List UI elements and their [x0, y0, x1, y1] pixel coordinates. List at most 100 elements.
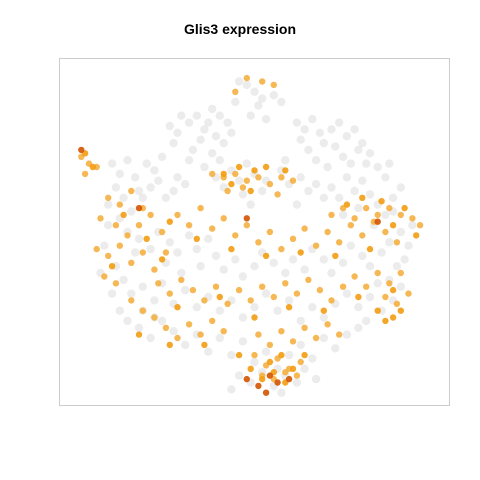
- background-cell-point-0-109: [177, 268, 186, 278]
- expressing-cell-point-2-12: [108, 263, 116, 270]
- background-cell-point-0-152: [354, 303, 363, 312]
- background-cell-point-0-78: [246, 200, 255, 209]
- background-cell-point-0-58: [138, 193, 147, 202]
- background-cell-point-0-17: [211, 132, 221, 141]
- background-cell-point-0-65: [131, 173, 140, 182]
- expressing-cell-point-1-85: [363, 283, 370, 290]
- expressing-cell-point-1-35: [162, 249, 170, 256]
- expressing-cell-point-2-36: [397, 307, 404, 314]
- expressing-cell-point-2-31: [355, 293, 362, 301]
- background-cell-point-0-191: [404, 241, 413, 250]
- background-cell-point-0-42: [319, 138, 328, 148]
- expressing-cell-point-1-51: [324, 228, 331, 236]
- background-cell-point-0-124: [338, 258, 348, 267]
- background-cell-point-0-164: [181, 340, 190, 350]
- expressing-cell-point-1-36: [101, 273, 108, 280]
- expressing-cell-point-1-63: [386, 204, 393, 212]
- expressing-cell-point-2-4: [282, 167, 289, 174]
- expressing-cell-point-2-18: [332, 252, 339, 260]
- expressing-cell-point-1-105: [301, 324, 308, 331]
- expressing-cell-point-2-28: [251, 314, 258, 321]
- background-cell-point-0-156: [396, 282, 405, 291]
- background-cell-point-0-187: [227, 385, 236, 394]
- expressing-cell-point-1-113: [297, 358, 304, 366]
- expressing-cell-point-1-73: [224, 300, 231, 307]
- expressing-cell-point-2-1: [235, 163, 243, 171]
- expressing-cell-point-1-64: [397, 211, 404, 219]
- background-cell-point-0-26: [169, 138, 178, 148]
- expressing-cell-point-1-1: [259, 78, 266, 85]
- background-cell-point-0-88: [327, 183, 336, 192]
- background-cell-point-0-175: [308, 354, 317, 363]
- background-cell-point-0-41: [304, 145, 313, 155]
- expressing-cell-point-1-92: [128, 297, 135, 304]
- background-cell-point-0-64: [119, 193, 128, 202]
- background-cell-point-0-30: [292, 118, 302, 127]
- expressing-cell-point-2-40: [235, 351, 243, 359]
- expressing-cell-point-1-45: [255, 239, 262, 246]
- background-cell-point-0-138: [192, 303, 201, 312]
- background-cell-point-0-76: [238, 190, 248, 199]
- expressing-cell-point-1-106: [312, 334, 320, 342]
- background-cell-point-0-5: [254, 101, 263, 110]
- expressing-cell-point-1-37: [112, 280, 120, 287]
- expressing-cell-point-1-31: [116, 242, 124, 249]
- expressing-cell-point-1-107: [324, 321, 331, 328]
- expressing-cell-point-2-8: [89, 163, 97, 171]
- expressing-cell-point-2-10: [143, 235, 150, 242]
- background-cell-point-0-123: [327, 268, 336, 278]
- expressing-cell-point-2-30: [320, 307, 327, 314]
- expressing-cell-point-1-103: [278, 328, 285, 335]
- expressing-cell-point-1-47: [278, 245, 285, 253]
- background-cell-point-0-134: [150, 296, 159, 305]
- expressing-cell-point-1-84: [351, 273, 358, 280]
- expressing-cell-point-1-79: [293, 290, 301, 297]
- background-cell-point-0-166: [204, 347, 213, 356]
- background-cell-point-0-199: [385, 159, 394, 168]
- expressing-cell-point-2-24: [378, 198, 385, 205]
- expressing-cell-point-1-98: [197, 331, 204, 338]
- expressing-cell-point-1-4: [209, 170, 216, 178]
- background-cell-point-0-57: [169, 186, 178, 196]
- expressing-cell-point-2-5: [228, 180, 235, 188]
- background-cell-point-0-117: [269, 258, 278, 267]
- background-cell-point-0-63: [111, 183, 121, 192]
- background-cell-point-0-151: [342, 289, 352, 298]
- expressing-cell-point-2-9: [120, 211, 127, 219]
- expressing-cell-point-2-33: [374, 307, 381, 314]
- background-cell-point-0-207: [123, 316, 132, 326]
- background-cell-point-0-147: [296, 316, 305, 326]
- background-cell-point-0-20: [215, 111, 224, 120]
- expressing-cell-point-2-3: [262, 163, 270, 171]
- background-cell-point-0-13: [200, 125, 209, 134]
- background-cell-point-0-158: [373, 279, 382, 288]
- background-cell-point-0-133: [138, 282, 147, 291]
- expressing-cell-point-1-6: [232, 170, 239, 178]
- background-cell-point-0-189: [277, 388, 286, 397]
- expressing-cell-point-1-62: [374, 211, 381, 219]
- expressing-cell-point-1-42: [220, 215, 227, 222]
- background-cell-point-0-103: [165, 238, 174, 247]
- expressing-cell-point-1-60: [351, 215, 358, 222]
- background-cell-point-0-46: [354, 145, 363, 155]
- expressing-cell-point-1-89: [405, 290, 412, 297]
- background-cell-point-0-61: [115, 169, 125, 179]
- background-cell-point-0-162: [157, 316, 167, 326]
- background-cell-point-0-105: [184, 231, 194, 240]
- background-cell-point-0-59: [181, 179, 190, 189]
- background-cell-point-0-169: [238, 337, 248, 346]
- background-cell-point-0-40: [296, 135, 305, 144]
- background-cell-point-0-144: [261, 289, 271, 298]
- background-cell-point-0-177: [331, 344, 340, 353]
- expressing-cell-point-2-42: [259, 375, 266, 383]
- background-cell-point-0-122: [319, 255, 328, 264]
- background-cell-point-0-106: [192, 244, 201, 254]
- background-cell-point-0-14: [173, 128, 182, 137]
- background-cell-point-0-125: [346, 241, 355, 250]
- expressing-cell-point-1-33: [139, 249, 146, 256]
- expressing-cell-point-1-86: [374, 269, 381, 277]
- expressing-cell-point-1-19: [105, 194, 112, 201]
- background-cell-point-0-90: [342, 173, 352, 182]
- expressing-cell-point-1-66: [416, 222, 424, 229]
- background-cell-point-0-35: [335, 118, 344, 127]
